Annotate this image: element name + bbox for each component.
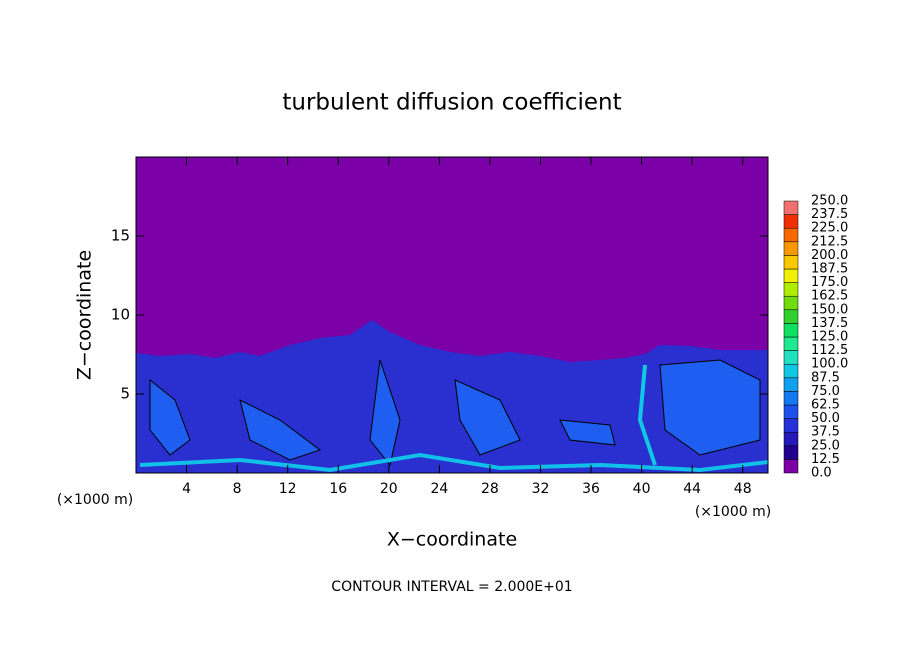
colorbar-bin [783, 363, 799, 379]
x-tick-label: 20 [380, 481, 398, 497]
colorbar-bin [783, 214, 799, 229]
colorbar-bin [783, 323, 799, 338]
colorbar-label: 50.0 [811, 411, 840, 426]
colorbar-bin [783, 350, 799, 365]
x-tick-label: 12 [279, 481, 297, 497]
colorbar-label: 237.5 [811, 207, 848, 222]
field-sketch [136, 320, 769, 473]
colorbar-label: 250.0 [811, 194, 848, 209]
colorbar-bin [783, 295, 799, 311]
colorbar-bin [783, 241, 799, 256]
colorbar-label: 175.0 [811, 275, 848, 290]
x-tick-label: 44 [683, 481, 701, 497]
footer-note: CONTOUR INTERVAL = 2.000E+01 [331, 579, 572, 595]
x-tick-label: 48 [734, 481, 752, 497]
y-tick-label: 15 [111, 227, 130, 245]
colorbar-label: 187.5 [811, 262, 848, 277]
y-tick-label: 10 [111, 306, 130, 324]
colorbar-bin [783, 377, 799, 392]
x-tick-label: 4 [182, 481, 191, 497]
colorbar-label: 62.5 [811, 398, 840, 413]
colorbar-bin [783, 200, 799, 215]
y-axis-label: Z−coordinate [74, 250, 96, 380]
colorbar-label: 112.5 [811, 343, 848, 358]
colorbar-bin [783, 282, 799, 297]
x-tick-label: 32 [532, 481, 550, 497]
colorbar-label: 225.0 [811, 221, 848, 236]
colorbar-bin [783, 309, 799, 324]
colorbar-label: 212.5 [811, 234, 848, 249]
colorbar-label: 100.0 [811, 357, 848, 372]
colorbar-bin [783, 418, 799, 433]
field-region [139, 452, 769, 473]
colorbar-label: 12.5 [811, 452, 840, 467]
colorbar-bin [783, 255, 799, 270]
colorbar-bin [783, 404, 799, 419]
colorbar-label: 37.5 [811, 425, 840, 440]
x-tick-label: 16 [329, 481, 347, 497]
x-tick-label: 40 [633, 481, 651, 497]
colorbar-label: 137.5 [811, 316, 848, 331]
colorbar-label: 25.0 [811, 438, 840, 453]
x-unit-label: (×1000 m) [695, 504, 771, 520]
y-tick-label: 5 [120, 385, 130, 403]
x-tick-label: 28 [481, 481, 499, 497]
colorbar-label: 75.0 [811, 384, 840, 399]
x-axis-label: X−coordinate [387, 529, 517, 551]
colorbar-bin [783, 268, 799, 283]
colorbar-bin [783, 431, 799, 447]
x-tick-label: 8 [233, 481, 242, 497]
colorbar-label: 87.5 [811, 370, 840, 385]
colorbar-bin [783, 445, 799, 460]
colorbar-bin [783, 227, 799, 243]
colorbar-bin [783, 459, 799, 474]
colorbar-label: 162.5 [811, 289, 848, 304]
colorbar-label: 200.0 [811, 248, 848, 263]
colorbar-label: 0.0 [811, 466, 832, 481]
x-tick-label: 36 [582, 481, 600, 497]
field-region [149, 359, 761, 467]
colorbar-label: 125.0 [811, 330, 848, 345]
x-unit-label: (×1000 m) [57, 492, 133, 508]
chart-title: turbulent diffusion coefficient [282, 90, 621, 116]
colorbar-bin [783, 336, 799, 351]
field-region [637, 364, 657, 466]
x-tick-label: 24 [430, 481, 448, 497]
colorbar-bin [783, 391, 799, 406]
colorbar-label: 150.0 [811, 302, 848, 317]
